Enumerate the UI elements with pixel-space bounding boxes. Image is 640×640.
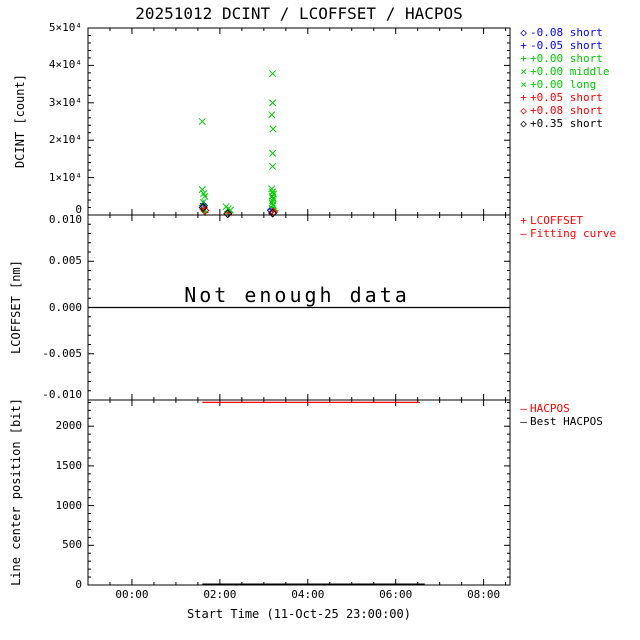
chart-title: 20251012 DCINT / LCOFFSET / HACPOS xyxy=(135,4,463,23)
legend-label: HACPOS xyxy=(530,402,570,415)
plus-symbol-icon: + xyxy=(520,214,527,227)
legend-item: × +0.00 middle xyxy=(517,65,609,78)
diamond-symbol-icon: ◇ xyxy=(520,26,527,39)
legend-label: Best HACPOS xyxy=(530,415,603,428)
diamond-symbol-icon: ◇ xyxy=(520,117,527,130)
legend-label: LCOFFSET xyxy=(530,214,583,227)
y-tick-label: 3×10⁴ xyxy=(48,95,82,109)
y-tick-label: 4×10⁴ xyxy=(48,58,82,72)
y-tick-label: 0 xyxy=(75,203,82,216)
legend-item: ◇ -0.08 short xyxy=(517,26,609,39)
x-tick-label: 06:00 xyxy=(379,588,413,601)
y-tick-label: 0 xyxy=(75,578,82,591)
x-symbol-icon: × xyxy=(520,65,527,78)
legend-label: -0.05 short xyxy=(530,39,603,52)
legend-dcint: ◇ -0.08 short + -0.05 short + +0.00 short × +0.… xyxy=(517,26,609,130)
y-tick-label: 0.000 xyxy=(48,300,82,314)
plus-symbol-icon: + xyxy=(520,39,527,52)
x-tick-label: 02:00 xyxy=(203,588,237,601)
legend-item: ◇ +0.08 short xyxy=(517,104,609,117)
legend-label: +0.00 short xyxy=(530,52,603,65)
y-tick-label: 0.010 xyxy=(48,213,82,226)
plus-symbol-icon: + xyxy=(520,52,527,65)
x-axis-label: Start Time (11-Oct-25 23:00:00) xyxy=(187,607,411,621)
legend-hacpos: — HACPOS — Best HACPOS xyxy=(517,402,603,428)
diamond-symbol-icon: ◇ xyxy=(520,104,527,117)
legend-item: + +0.05 short xyxy=(517,91,609,104)
legend-lcoffset: + LCOFFSET — Fitting curve xyxy=(517,214,616,240)
dash-symbol-icon: — xyxy=(520,415,527,428)
x-tick-label: 00:00 xyxy=(115,588,149,601)
y-tick-label: 1000 xyxy=(55,498,83,512)
y-tick-label: 5×10⁴ xyxy=(48,21,82,34)
hacpos-y-axis-label: Line center position [bit] xyxy=(9,398,23,586)
legend-item: — HACPOS xyxy=(517,402,603,415)
y-tick-label: 1×10⁴ xyxy=(48,170,82,184)
legend-item: ◇ +0.35 short xyxy=(517,117,609,130)
legend-item: + +0.00 short xyxy=(517,52,609,65)
legend-item: + -0.05 short xyxy=(517,39,609,52)
legend-item: — Best HACPOS xyxy=(517,415,603,428)
y-tick-label: -0.010 xyxy=(42,388,82,401)
y-tick-label: 1500 xyxy=(55,458,83,472)
x-tick-label: 04:00 xyxy=(291,588,325,601)
y-tick-label: 0.005 xyxy=(48,254,82,268)
y-tick-label: 2×10⁴ xyxy=(48,133,82,147)
x-tick-label: 08:00 xyxy=(467,588,501,601)
legend-label: +0.35 short xyxy=(530,117,603,130)
x-symbol-icon: × xyxy=(520,78,527,91)
legend-label: Fitting curve xyxy=(530,227,617,240)
dash-symbol-icon: — xyxy=(520,227,527,240)
legend-item: — Fitting curve xyxy=(517,227,616,240)
legend-label: -0.08 short xyxy=(530,26,603,39)
not-enough-data-text: Not enough data xyxy=(184,283,410,307)
y-tick-label: 500 xyxy=(62,538,82,552)
dash-symbol-icon: — xyxy=(520,402,527,415)
legend-item: × +0.00 long xyxy=(517,78,609,91)
y-tick-label: 2000 xyxy=(55,419,83,433)
y-tick-label: -0.005 xyxy=(42,346,82,360)
legend-label: +0.00 middle xyxy=(530,65,610,78)
legend-label: +0.08 short xyxy=(530,104,603,117)
legend-label: +0.00 long xyxy=(530,78,597,91)
dcint-y-axis-label: DCINT [count] xyxy=(13,74,27,168)
plus-symbol-icon: + xyxy=(520,91,527,104)
legend-label: +0.05 short xyxy=(530,91,603,104)
legend-item: + LCOFFSET xyxy=(517,214,616,227)
lcoffset-y-axis-label: LCOFFSET [nm] xyxy=(9,260,23,354)
